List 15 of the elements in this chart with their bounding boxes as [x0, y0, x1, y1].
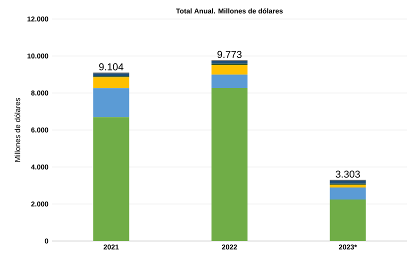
total-label: 9.104 — [99, 63, 124, 70]
bar — [330, 187, 366, 200]
total-label: 9.773 — [217, 50, 242, 58]
bar — [93, 77, 130, 88]
bar — [93, 88, 130, 118]
bar — [330, 180, 366, 184]
total-label: 3.303 — [336, 170, 360, 178]
bar — [93, 117, 130, 241]
bar — [330, 200, 366, 241]
bar — [212, 74, 248, 88]
bar — [212, 60, 248, 64]
bar — [212, 65, 248, 75]
bar — [212, 88, 248, 241]
bar — [93, 73, 130, 76]
bar — [330, 184, 366, 188]
